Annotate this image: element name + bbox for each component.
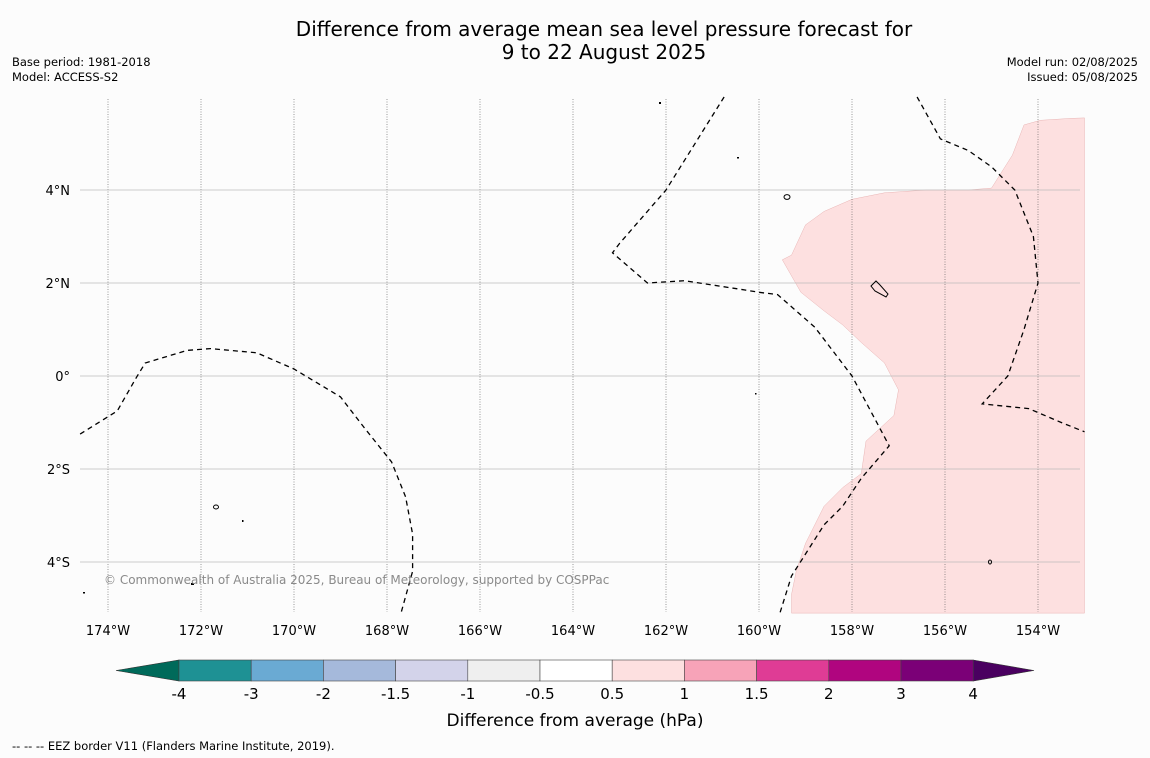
colorbar-swatch xyxy=(539,659,613,682)
colorbar-tick-label: 1.5 xyxy=(745,685,769,703)
colorbar-tick-label: -0.5 xyxy=(525,685,554,703)
colorbar-tick-label: -2 xyxy=(316,685,331,703)
graticule xyxy=(80,99,1080,612)
longitude-label: 174°W xyxy=(86,624,130,639)
islands-layer xyxy=(83,102,992,594)
island xyxy=(783,194,791,200)
map-title: Difference from average mean sea level p… xyxy=(0,18,1150,64)
model-name: Model: ACCESS-S2 xyxy=(12,70,119,84)
longitude-label: 164°W xyxy=(551,624,595,639)
longitude-label: 168°W xyxy=(365,624,409,639)
longitude-label: 162°W xyxy=(644,624,688,639)
island xyxy=(755,393,757,395)
longitude-labels: 174°W 172°W 170°W 168°W 166°W 164°W 162°W 160°W… xyxy=(86,624,1060,639)
eez-border-east xyxy=(916,96,1085,433)
colorbar-swatch xyxy=(467,659,541,682)
latitude-label: 4°S xyxy=(47,556,70,571)
colorbar-tick-label: 3 xyxy=(896,685,906,703)
eez-border-west xyxy=(79,347,414,614)
eez-border-layer xyxy=(79,96,1085,614)
model-info: Base period: 1981-2018 Model: ACCESS-S2 xyxy=(12,55,151,85)
longitude-label: 160°W xyxy=(737,624,781,639)
longitude-label: 172°W xyxy=(179,624,223,639)
colorbar-tick-label: 4 xyxy=(968,685,978,703)
island xyxy=(83,592,85,594)
run-info: Model run: 02/08/2025 Issued: 05/08/2025 xyxy=(1007,55,1138,85)
colorbar-under-triangle xyxy=(115,659,180,682)
colorbar-swatch xyxy=(395,659,469,682)
copyright-notice: © Commonwealth of Australia 2025, Bureau… xyxy=(104,573,609,587)
colorbar: -4 -3 -2 -1.5 -1 -0.5 0.5 1 1.5 2 3 4 xyxy=(115,659,1035,703)
eez-border-central xyxy=(611,96,890,614)
colorbar-tick-label: 2 xyxy=(824,685,834,703)
island xyxy=(242,520,244,522)
colorbar-swatch xyxy=(178,659,252,682)
longitude-label: 158°W xyxy=(830,624,874,639)
colorbar-tick-label: -1 xyxy=(460,685,475,703)
title-line-2: 9 to 22 August 2025 xyxy=(501,40,707,64)
island xyxy=(737,157,739,159)
colorbar-over-triangle xyxy=(972,659,1035,682)
colorbar-swatch xyxy=(684,659,757,682)
island xyxy=(988,559,992,565)
latitude-label: 2°S xyxy=(47,463,70,478)
colorbar-tick-label: 0.5 xyxy=(600,685,624,703)
latitude-label: 2°N xyxy=(46,277,71,292)
colorbar-tick-label: 1 xyxy=(680,685,690,703)
anomaly-fill-layer xyxy=(781,117,1085,614)
colorbar-label: Difference from average (hPa) xyxy=(447,711,704,731)
island xyxy=(659,102,661,104)
title-line-1: Difference from average mean sea level p… xyxy=(295,17,913,41)
colorbar-swatch xyxy=(611,659,685,682)
colorbar-tick-label: -4 xyxy=(172,685,187,703)
colorbar-swatch xyxy=(900,659,974,682)
longitude-label: 166°W xyxy=(458,624,502,639)
latitude-label: 0° xyxy=(55,370,70,385)
colorbar-swatch xyxy=(250,659,324,682)
colorbar-tick-label: -1.5 xyxy=(381,685,410,703)
latitude-labels: 4°N 2°N 0° 2°S 4°S xyxy=(46,184,71,571)
longitude-label: 154°W xyxy=(1016,624,1060,639)
model-run-date: Model run: 02/08/2025 xyxy=(1006,55,1138,69)
anomaly-region-0p5-to-1 xyxy=(781,117,1085,614)
island xyxy=(213,504,219,510)
longitude-label: 170°W xyxy=(272,624,316,639)
colorbar-swatch xyxy=(756,659,830,682)
longitude-label: 156°W xyxy=(923,624,967,639)
eez-source-note: -- -- -- EEZ border V11 (Flanders Marine… xyxy=(12,739,335,753)
issued-date: Issued: 05/08/2025 xyxy=(1027,70,1138,84)
island xyxy=(191,583,194,585)
island xyxy=(870,280,889,298)
base-period: Base period: 1981-2018 xyxy=(12,55,151,69)
latitude-label: 4°N xyxy=(46,184,71,199)
colorbar-tick-label: -3 xyxy=(244,685,259,703)
colorbar-swatch xyxy=(323,659,396,682)
colorbar-swatch xyxy=(828,659,902,682)
